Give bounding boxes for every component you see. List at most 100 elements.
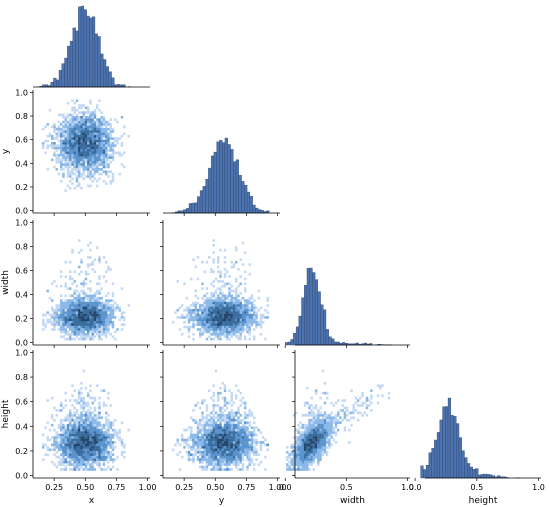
density-cell	[232, 418, 236, 422]
hist-bar	[75, 30, 79, 88]
density-cell	[248, 421, 251, 425]
density-cell	[66, 301, 70, 305]
density-cell	[235, 318, 238, 322]
hist-bar	[434, 439, 438, 479]
density-cell	[69, 468, 72, 471]
density-cell	[226, 328, 229, 331]
density-cell	[221, 418, 224, 422]
density-cell	[98, 428, 101, 432]
density-cell	[239, 330, 242, 334]
density-cell	[73, 389, 76, 393]
density-cell	[232, 426, 236, 429]
density-cell	[60, 325, 63, 329]
density-cell	[96, 168, 99, 171]
density-cell	[196, 433, 200, 437]
density-cell	[203, 313, 206, 317]
density-cell	[235, 313, 238, 317]
density-cell	[208, 323, 211, 326]
density-cell	[114, 433, 117, 437]
density-cell	[325, 438, 329, 442]
density-cell	[89, 287, 92, 290]
density-cell	[91, 172, 94, 176]
density-cell	[219, 304, 222, 307]
density-cell	[306, 386, 309, 390]
density-cell	[84, 313, 88, 317]
density-cell	[312, 455, 316, 459]
density-cell	[96, 104, 99, 107]
density-cell	[205, 323, 209, 326]
density-cell	[295, 453, 298, 457]
density-cell	[205, 414, 209, 417]
density-cell	[114, 139, 117, 143]
density-cell	[96, 423, 99, 427]
density-cell	[308, 455, 311, 459]
density-cell	[297, 458, 300, 461]
density-cell	[199, 453, 202, 457]
density-cell	[60, 144, 63, 147]
density-cell	[109, 179, 112, 183]
density-cell	[84, 441, 88, 444]
density-cell	[328, 414, 331, 417]
density-cell	[239, 446, 242, 449]
density-cell	[314, 438, 318, 442]
density-cell	[98, 337, 101, 341]
density-cell	[71, 146, 74, 150]
density-cell	[98, 258, 101, 262]
density-cell	[64, 325, 67, 329]
hist-bar	[428, 452, 432, 479]
density-cell	[248, 328, 251, 331]
density-cell	[84, 137, 88, 140]
density-cell	[196, 448, 200, 452]
density-cell	[53, 441, 56, 444]
density-cell	[66, 311, 70, 314]
density-cell	[297, 460, 300, 464]
density-cell	[212, 320, 215, 324]
density-cell	[55, 320, 58, 324]
density-cell	[84, 386, 88, 390]
density-cell	[214, 455, 218, 459]
density-cell	[105, 304, 108, 307]
density-cell	[196, 450, 200, 454]
density-cell	[53, 446, 56, 449]
density-cell	[230, 325, 233, 329]
density-cell	[78, 301, 81, 305]
density-cell	[185, 306, 188, 310]
density-cell	[223, 433, 227, 437]
density-cell	[221, 436, 224, 439]
density-cell	[93, 306, 97, 310]
density-cell	[210, 431, 213, 434]
density-cell	[212, 465, 215, 469]
density-cell	[183, 282, 186, 286]
density-cell	[87, 308, 90, 312]
density-cell	[253, 421, 256, 425]
density-cell	[325, 418, 329, 422]
density-cell	[248, 458, 251, 461]
density-cell	[223, 436, 227, 439]
density-cell	[230, 394, 233, 397]
density-cell	[235, 450, 238, 454]
density-cell	[301, 443, 305, 447]
density-cell	[217, 294, 220, 298]
density-cell	[319, 433, 322, 437]
density-cell	[319, 426, 322, 429]
hist-bar	[336, 341, 340, 346]
density-cell	[241, 455, 245, 459]
density-cell	[75, 465, 79, 469]
density-cell	[111, 465, 115, 469]
density-cell	[89, 144, 92, 147]
density-cell	[308, 441, 311, 444]
density-cell	[299, 443, 302, 447]
density-cell	[221, 316, 224, 319]
density-cell	[228, 428, 231, 432]
density-cell	[109, 149, 112, 152]
density-cell	[107, 301, 110, 305]
density-cell	[89, 99, 92, 103]
density-cell	[217, 258, 220, 262]
density-cell	[201, 320, 204, 324]
density-cell	[230, 320, 233, 324]
density-cell	[299, 433, 302, 437]
density-cell	[93, 177, 97, 181]
density-cell	[42, 127, 45, 131]
density-cell	[214, 465, 218, 469]
density-cell	[69, 144, 72, 147]
